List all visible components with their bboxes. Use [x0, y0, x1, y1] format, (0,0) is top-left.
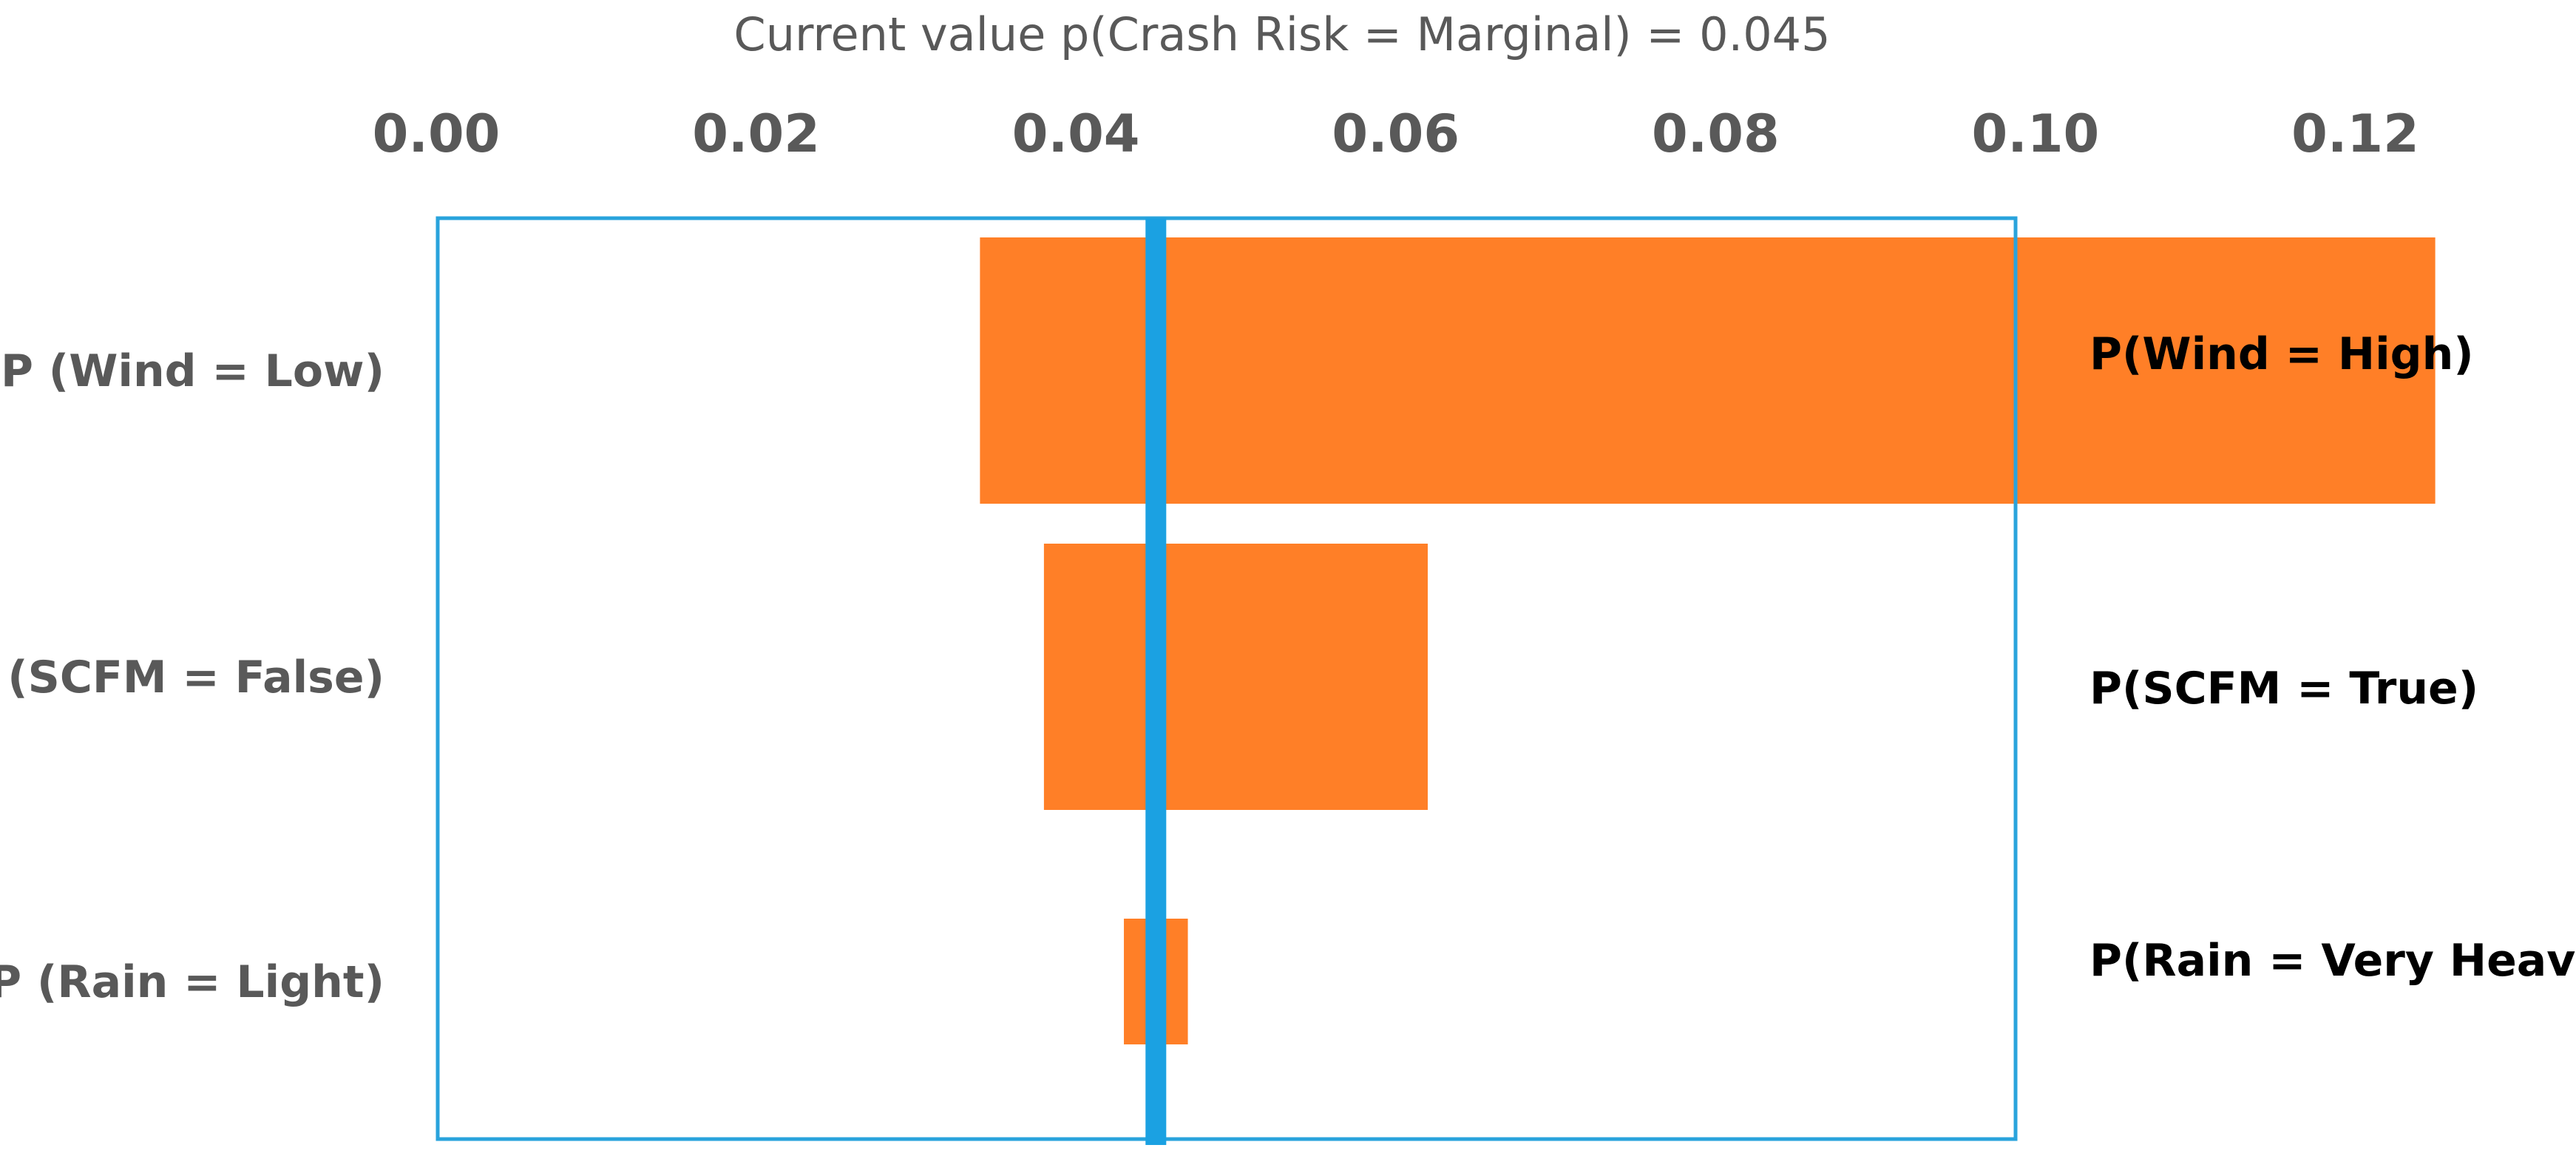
row-label-left: P (Rain = Light)	[0, 956, 384, 1008]
chart-title: Current value p(Crash Risk = Marginal) =…	[733, 7, 1830, 61]
row-label-right: P(Wind = High)	[2089, 328, 2474, 380]
row-label-right: P(Rain = Very Heavy)	[2089, 935, 2576, 987]
x-tick-label: 0.08	[1652, 104, 1780, 164]
row-label-left: P (Wind = Low)	[1, 345, 384, 397]
left-labels: P (Wind = Low) P (SCFM = False) P (Rain = …	[0, 345, 384, 1008]
baseline-marker	[1145, 218, 1167, 1145]
row-label-left: P (SCFM = False)	[0, 652, 384, 703]
bars	[980, 237, 2436, 1044]
x-tick-label: 0.06	[1332, 104, 1460, 164]
tornado-bar	[980, 237, 2436, 504]
x-axis-ticks: 0.000.020.040.060.080.100.120.14	[373, 104, 2419, 164]
tornado-bar	[1043, 544, 1428, 810]
x-tick-label: 0.04	[1012, 104, 1140, 164]
x-tick-label: 0.00	[373, 104, 501, 164]
x-tick-label: 0.12	[2291, 104, 2419, 164]
right-labels: P(Wind = High) P(SCFM = True) P(Rain = Ver…	[2089, 328, 2576, 987]
row-label-right: P(SCFM = True)	[2089, 663, 2478, 715]
x-tick-label: 0.02	[692, 104, 820, 164]
plot-frame	[435, 216, 2018, 1141]
x-tick-label: 0.10	[1972, 104, 2100, 164]
